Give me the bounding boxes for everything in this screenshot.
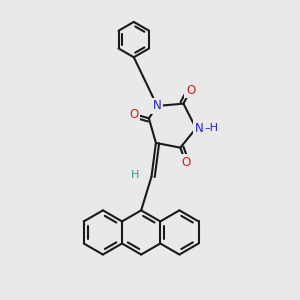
Text: O: O — [186, 84, 195, 97]
Text: H: H — [131, 170, 140, 180]
Text: –H: –H — [204, 123, 218, 133]
Text: N: N — [153, 99, 162, 112]
Text: O: O — [181, 155, 190, 169]
Text: O: O — [130, 108, 139, 121]
Text: N: N — [195, 122, 204, 135]
